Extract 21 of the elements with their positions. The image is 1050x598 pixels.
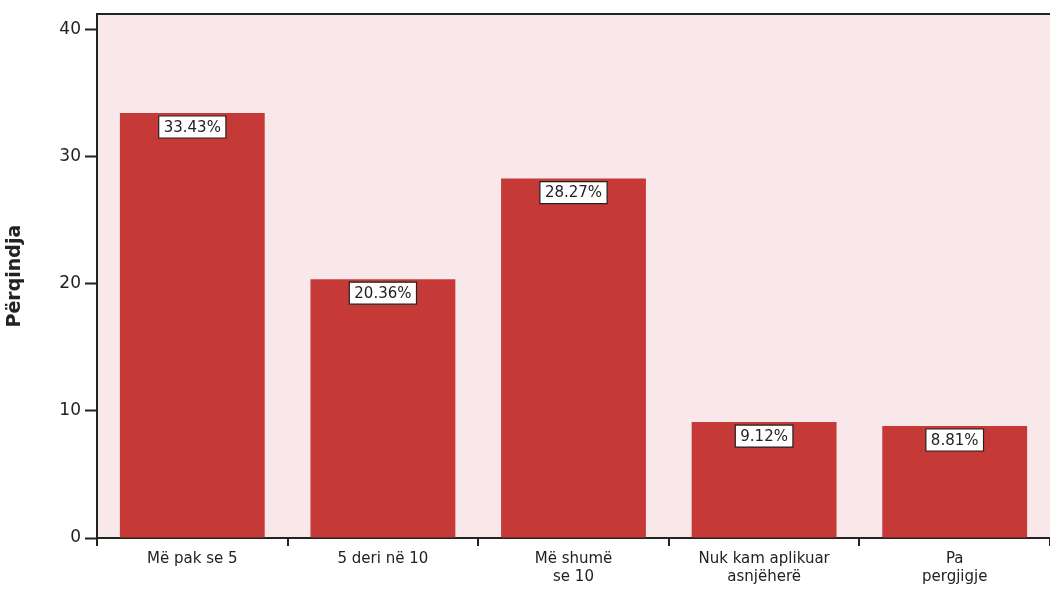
x-tick-label: Më pak se 5 bbox=[147, 548, 238, 567]
data-label: 20.36% bbox=[354, 284, 412, 303]
bar bbox=[501, 178, 646, 538]
x-tick-label: Pa pergjigje bbox=[921, 548, 988, 585]
y-tick-label: 10 bbox=[59, 399, 81, 420]
y-tick-label: 0 bbox=[70, 526, 81, 547]
data-label: 33.43% bbox=[163, 117, 221, 136]
y-axis-title: Përqindja bbox=[2, 224, 25, 328]
x-tick-label: Nuk kam aplikuar asnjëherë bbox=[698, 548, 831, 585]
bar bbox=[119, 112, 265, 538]
x-tick-label: 5 deri në 10 bbox=[337, 548, 429, 567]
data-label: 28.27% bbox=[544, 183, 603, 202]
data-label: 9.12% bbox=[740, 426, 788, 445]
y-tick-label: 30 bbox=[59, 145, 81, 166]
x-tick-label: Më shumë se 10 bbox=[534, 548, 613, 585]
bar bbox=[691, 422, 837, 538]
bar bbox=[882, 425, 1028, 538]
y-tick-label: 20 bbox=[59, 272, 81, 293]
y-tick-label: 40 bbox=[59, 17, 81, 38]
bar bbox=[310, 279, 456, 538]
data-label: 8.81% bbox=[930, 430, 979, 449]
